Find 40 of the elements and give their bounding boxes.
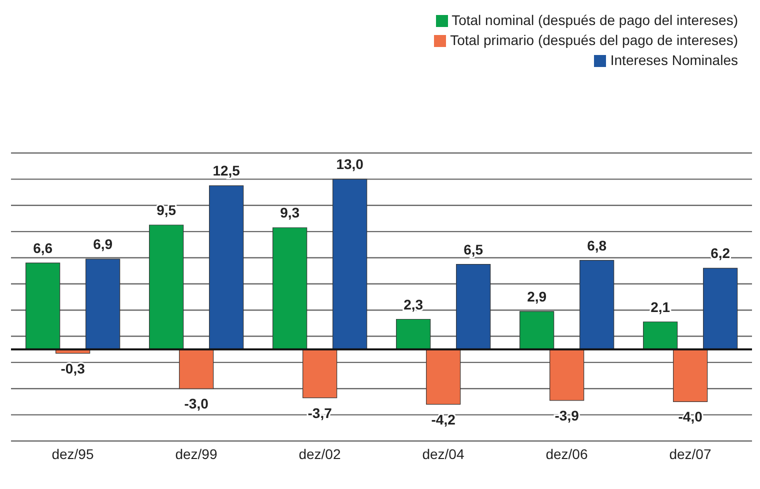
bar: [272, 227, 308, 350]
legend-label: Total primario (después del pago de intereses): [450, 32, 738, 48]
data-label: 13,0: [336, 156, 364, 172]
data-label: 6,9: [93, 236, 113, 252]
data-label: 6,8: [587, 237, 607, 254]
bar: [86, 258, 120, 350]
bar: [520, 311, 554, 350]
bar: [550, 349, 584, 401]
data-label: -4,2: [431, 411, 456, 428]
data-label: 12,5: [212, 162, 240, 179]
bar: [643, 322, 678, 350]
bar: [179, 349, 214, 389]
x-tick-label: dez/06: [546, 446, 588, 462]
bar: [396, 318, 431, 350]
x-tick-label: dez/99: [175, 446, 218, 462]
bar: [26, 262, 60, 350]
data-label: 6,2: [710, 245, 730, 262]
x-tick-label: dez/02: [298, 446, 341, 462]
data-label: 9,3: [280, 204, 300, 221]
bar: [209, 185, 244, 350]
x-tick-label: dez/07: [669, 446, 712, 462]
data-label: 2,3: [404, 296, 424, 312]
bar: [456, 264, 491, 350]
data-label: 9,5: [156, 202, 176, 218]
data-label: 6,5: [464, 241, 484, 258]
legend-label: Total nominal (después de pago del intereses): [452, 12, 738, 28]
bar: [332, 178, 368, 350]
x-tick-label: dez/04: [422, 446, 464, 462]
bar: [426, 349, 461, 405]
x-tick-label: dez/95: [52, 446, 94, 462]
bar: [149, 224, 184, 350]
bar: [703, 268, 738, 350]
data-label: -0,3: [60, 360, 86, 376]
bar: [302, 349, 338, 398]
data-label: 6,6: [33, 240, 53, 256]
data-label: 2,9: [527, 288, 547, 304]
data-label: -3,0: [184, 396, 209, 412]
legend-label: Intereses Nominales: [610, 52, 738, 68]
bar: [580, 260, 614, 350]
bar: [673, 349, 708, 402]
